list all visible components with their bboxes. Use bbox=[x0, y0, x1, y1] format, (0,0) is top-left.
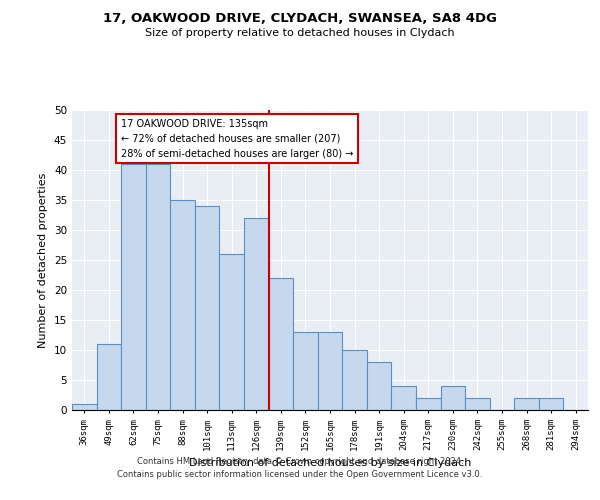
Bar bbox=[440, 386, 465, 410]
Y-axis label: Number of detached properties: Number of detached properties bbox=[38, 172, 49, 348]
Bar bbox=[72, 404, 97, 410]
Bar bbox=[220, 254, 244, 410]
Bar bbox=[146, 164, 170, 410]
Text: Contains public sector information licensed under the Open Government Licence v3: Contains public sector information licen… bbox=[118, 470, 482, 479]
Bar bbox=[269, 278, 293, 410]
Text: 17 OAKWOOD DRIVE: 135sqm
← 72% of detached houses are smaller (207)
28% of semi-: 17 OAKWOOD DRIVE: 135sqm ← 72% of detach… bbox=[121, 119, 353, 158]
Bar bbox=[539, 398, 563, 410]
Bar bbox=[170, 200, 195, 410]
Bar bbox=[391, 386, 416, 410]
Bar bbox=[342, 350, 367, 410]
Bar bbox=[465, 398, 490, 410]
Bar bbox=[121, 164, 146, 410]
X-axis label: Distribution of detached houses by size in Clydach: Distribution of detached houses by size … bbox=[189, 458, 471, 468]
Bar bbox=[97, 344, 121, 410]
Text: 17, OAKWOOD DRIVE, CLYDACH, SWANSEA, SA8 4DG: 17, OAKWOOD DRIVE, CLYDACH, SWANSEA, SA8… bbox=[103, 12, 497, 26]
Bar bbox=[416, 398, 440, 410]
Text: Contains HM Land Registry data © Crown copyright and database right 2024.: Contains HM Land Registry data © Crown c… bbox=[137, 458, 463, 466]
Bar bbox=[244, 218, 269, 410]
Bar bbox=[514, 398, 539, 410]
Bar bbox=[367, 362, 391, 410]
Text: Size of property relative to detached houses in Clydach: Size of property relative to detached ho… bbox=[145, 28, 455, 38]
Bar bbox=[318, 332, 342, 410]
Bar bbox=[195, 206, 220, 410]
Bar bbox=[293, 332, 318, 410]
